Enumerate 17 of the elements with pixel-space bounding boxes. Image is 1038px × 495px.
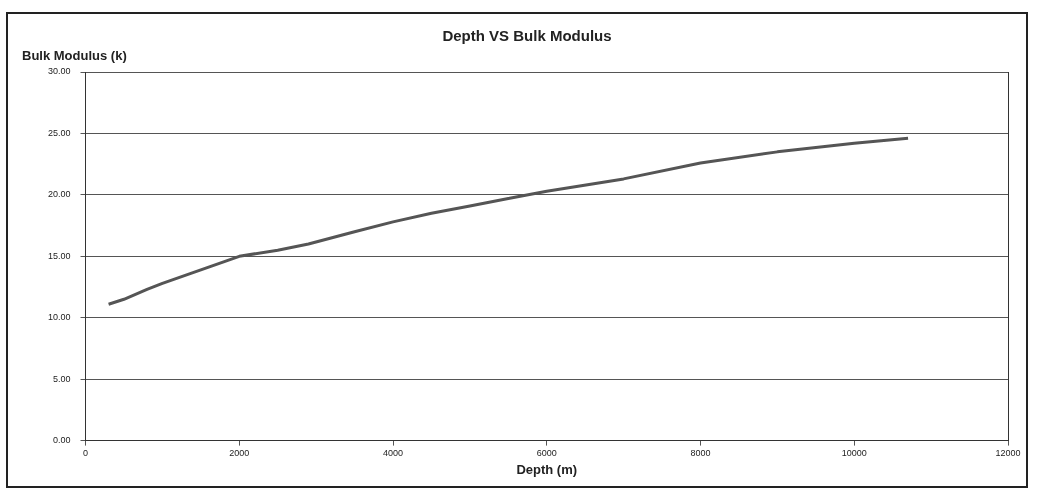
x-tick-label: 0 [83, 448, 89, 459]
y-tick-label: 20.00 [47, 189, 71, 200]
x-tick-label: 2000 [229, 448, 250, 459]
chart-title: Depth VS Bulk Modulus [442, 27, 612, 45]
y-tick-label: 15.00 [47, 250, 71, 261]
y-tick-label: 0.00 [52, 435, 71, 446]
x-tick-label: 8000 [690, 448, 711, 459]
y-tick-label: 5.00 [52, 373, 71, 384]
y-tick-label: 10.00 [47, 312, 71, 323]
y-tick-label: 30.00 [47, 66, 71, 77]
x-axis-title: Depth (m) [516, 461, 578, 477]
x-tick-label: 6000 [536, 448, 557, 459]
y-axis-title: Bulk Modulus (k) [22, 48, 127, 63]
y-tick-label: 25.00 [47, 127, 71, 138]
x-tick-label: 12000 [995, 448, 1021, 459]
x-tick-label: 4000 [383, 448, 404, 459]
x-tick-label: 10000 [841, 448, 867, 459]
